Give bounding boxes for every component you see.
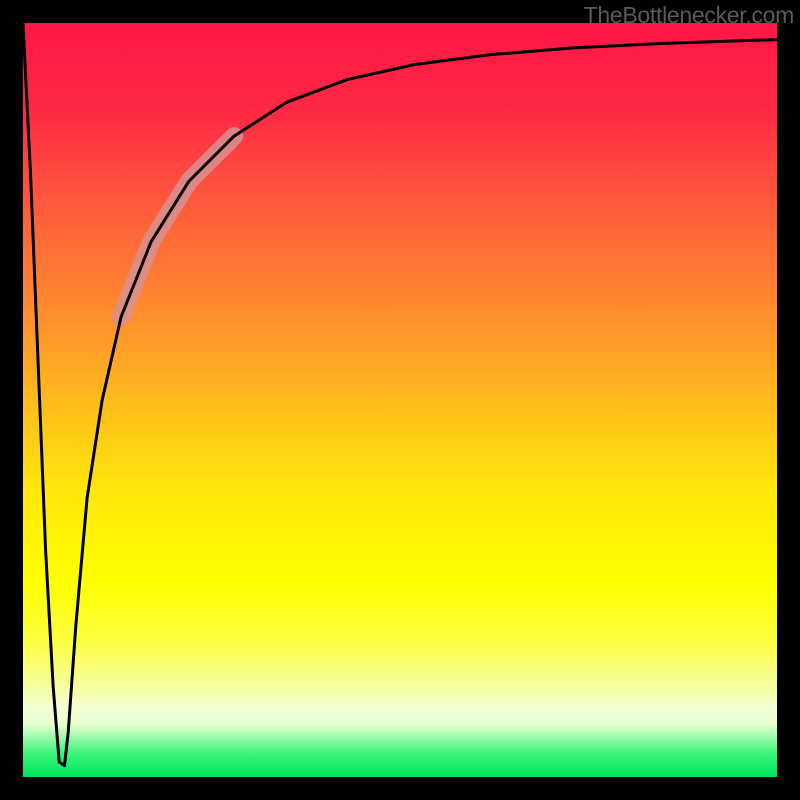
- bottleneck-chart: TheBottlenecker.com: [0, 0, 800, 800]
- watermark-text: TheBottlenecker.com: [584, 2, 794, 29]
- chart-svg: [0, 0, 800, 800]
